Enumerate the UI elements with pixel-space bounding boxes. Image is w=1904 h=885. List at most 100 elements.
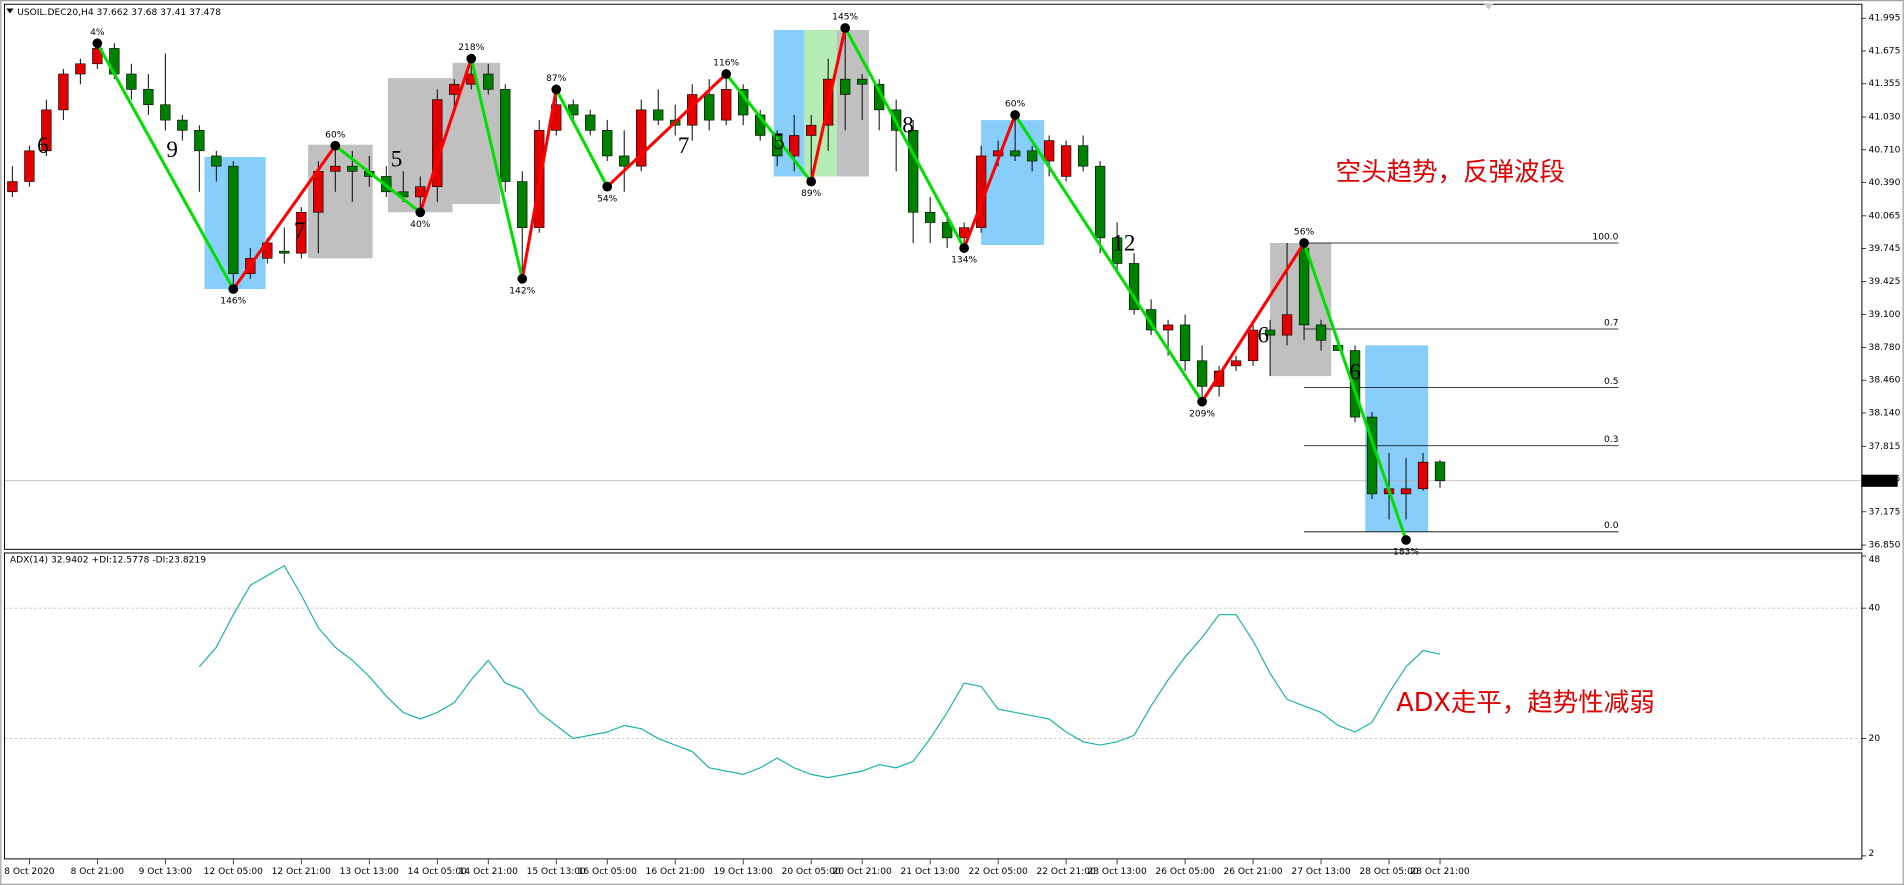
- zigzag-leg: [1200, 242, 1306, 403]
- pivot-label: 4%: [90, 28, 105, 38]
- y-tick-label: 38.460: [1869, 376, 1901, 386]
- count-label: 8: [902, 112, 914, 138]
- count-label: 6: [1349, 358, 1361, 384]
- zigzag-leg: [725, 73, 813, 183]
- candle-body: [177, 119, 188, 131]
- fib-label: 0.3: [1604, 435, 1619, 445]
- candle-body: [1213, 370, 1225, 387]
- x-tick-label: 22 Oct 21:00: [1036, 867, 1095, 877]
- count-label: 9: [166, 136, 178, 162]
- x-tick-label: 8 Oct 21:00: [71, 867, 125, 877]
- x-tick-label: 16 Oct 05:00: [578, 867, 637, 877]
- zigzag-leg: [418, 58, 473, 213]
- x-tick-label: 13 Oct 13:00: [340, 867, 399, 877]
- candle-body: [619, 155, 630, 167]
- chart-header: USOIL.DEC20,H4 37.662 37.68 37.41 37.478: [17, 8, 221, 18]
- candle-body: [1247, 329, 1259, 362]
- candle-body: [1060, 145, 1072, 177]
- x-tick-label: 14 Oct 21:00: [459, 867, 518, 877]
- y-tick-label: 41.995: [1869, 14, 1901, 24]
- candle-body: [1009, 150, 1021, 157]
- indicator-y-tick-label: 20: [1869, 734, 1881, 744]
- y-tick-label: 39.425: [1869, 277, 1901, 287]
- indicator-header: ADX(14) 32.9402 +DI:12.5778 -DI:23.8219: [10, 555, 206, 565]
- candle-body: [194, 130, 205, 152]
- candle-body: [160, 104, 171, 121]
- y-tick-label: 40.065: [1869, 211, 1901, 221]
- candle-body: [1128, 263, 1140, 310]
- indicator-layer: 48 40 20 2 ADX(14) 32.9402 +DI:12.5778 -DI:2…: [5, 555, 1880, 859]
- y-tick-label: 41.355: [1869, 79, 1901, 89]
- candle-body: [1026, 150, 1038, 162]
- pivot: [1299, 238, 1309, 248]
- zigzag-leg: [334, 144, 422, 214]
- count-label: 6: [37, 132, 49, 158]
- zigzag-leg: [962, 114, 1017, 249]
- pivot: [517, 273, 528, 284]
- candle-body: [907, 130, 919, 213]
- x-tick-label: 8 Oct 2020: [4, 867, 55, 877]
- candle-body: [924, 211, 936, 223]
- x-tick-label: 19 Oct 13:00: [714, 867, 773, 877]
- pivot: [1010, 110, 1020, 120]
- count-label: 5: [773, 128, 785, 154]
- candle-body: [1417, 461, 1429, 490]
- candle-body: [721, 89, 732, 121]
- zigzag-leg: [1302, 242, 1408, 541]
- candle-body: [347, 165, 358, 172]
- current-price-box: [1861, 474, 1898, 487]
- y-tick-label: 37.175: [1869, 507, 1901, 517]
- zigzag-leg: [232, 144, 337, 290]
- y-tick-label: 38.140: [1869, 408, 1901, 418]
- candle-body: [1434, 461, 1446, 482]
- candle-body: [1043, 140, 1055, 162]
- candle-body: [211, 155, 222, 167]
- candle-body: [1400, 488, 1412, 495]
- zigzag-leg: [606, 72, 728, 188]
- candle-body: [1077, 145, 1089, 167]
- x-tick-label: 15 Oct 13:00: [527, 867, 586, 877]
- candle-body: [653, 109, 664, 121]
- candle-body: [602, 130, 613, 157]
- candle-body: [1179, 324, 1191, 362]
- count-label: 12: [1112, 229, 1135, 255]
- y-tick-label: 36.850: [1869, 541, 1901, 551]
- zigzag-leg: [554, 88, 609, 188]
- symbol: USOIL.DEC20,H4: [17, 8, 94, 18]
- indicator-panel: [3, 552, 1863, 860]
- pivot-label: 60%: [1005, 100, 1026, 110]
- indicator-y-tick-label: 48: [1869, 555, 1881, 565]
- candle-body: [1162, 324, 1174, 331]
- candle-body: [636, 109, 647, 167]
- pivot: [602, 181, 613, 192]
- candle-body: [517, 181, 528, 228]
- candle-body: [7, 181, 18, 193]
- zigzag-leg: [809, 27, 847, 182]
- fib-label: 0.7: [1604, 318, 1619, 328]
- candle-body: [1111, 237, 1123, 264]
- x-tick-label: 20 Oct 21:00: [833, 867, 892, 877]
- pivot-label: 54%: [597, 194, 618, 204]
- candle-body: [1094, 165, 1106, 239]
- candle-body: [279, 250, 290, 254]
- x-tick-label: 20 Oct 05:00: [782, 867, 841, 877]
- ohlc-value: 37.478: [189, 8, 221, 18]
- count-label: 7: [678, 132, 690, 158]
- count-label: 5: [391, 145, 403, 171]
- pivot: [1197, 396, 1207, 407]
- pivot-label: 218%: [458, 43, 484, 53]
- zone: [836, 29, 869, 177]
- fib-label: 100.0: [1592, 232, 1618, 242]
- x-tick-label: 12 Oct 21:00: [272, 867, 331, 877]
- candle-body: [296, 211, 307, 254]
- candle-body: [789, 135, 800, 157]
- zigzag-leg: [469, 58, 524, 280]
- count-label: 6: [1258, 321, 1270, 347]
- y-tick-label: 39.100: [1869, 310, 1901, 320]
- x-tick-label: 16 Oct 21:00: [646, 867, 705, 877]
- candle-body: [1349, 350, 1361, 418]
- candle-body: [500, 89, 511, 182]
- zigzag-leg: [843, 27, 966, 249]
- ohlc-value: 37.41: [160, 8, 186, 18]
